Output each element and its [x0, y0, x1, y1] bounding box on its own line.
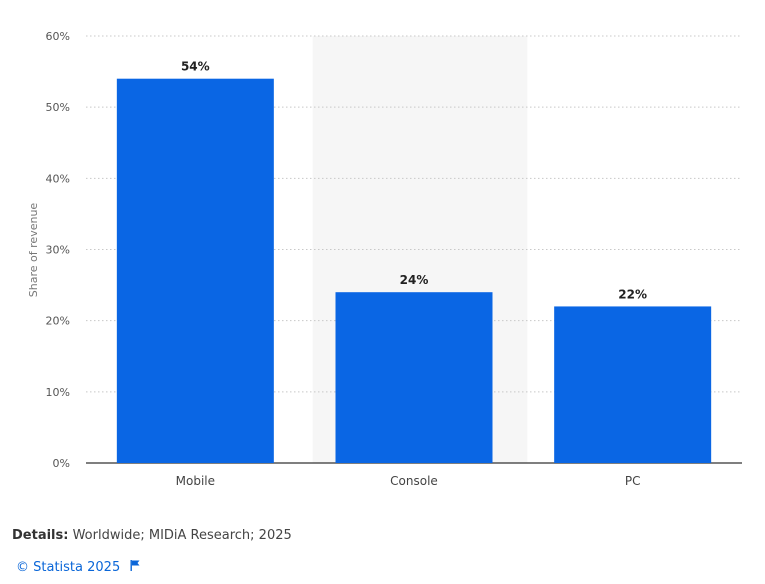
data-label: 54%: [181, 60, 210, 74]
statista-credit[interactable]: © Statista 2025: [16, 560, 140, 575]
bar-pc[interactable]: [554, 306, 712, 463]
y-axis-title: Share of revenue: [27, 203, 40, 298]
flag-icon[interactable]: [130, 560, 140, 575]
bar-mobile[interactable]: [116, 78, 274, 463]
y-tick-label: 10%: [46, 386, 70, 399]
y-tick-label: 30%: [46, 244, 70, 257]
bar-chart: 0% 10% 20% 30% 40% 50% 60% 54% Mobile 24% Console 2…: [27, 30, 742, 488]
x-tick-label: PC: [625, 474, 641, 488]
y-tick-label: 50%: [46, 101, 70, 114]
x-tick-label: Mobile: [176, 474, 215, 488]
bar-console[interactable]: [335, 292, 493, 463]
y-tick-label: 60%: [46, 30, 70, 43]
y-tick-label: 0%: [53, 457, 70, 470]
data-label: 24%: [400, 273, 429, 287]
details-text: Worldwide; MIDiA Research; 2025: [68, 528, 292, 543]
data-label: 22%: [618, 287, 647, 301]
details-note: Details: Worldwide; MIDiA Research; 2025: [12, 528, 292, 543]
details-label: Details:: [12, 528, 69, 543]
credit-text[interactable]: © Statista 2025: [16, 560, 121, 575]
y-tick-label: 40%: [46, 172, 70, 185]
x-tick-label: Console: [390, 474, 438, 488]
y-tick-label: 20%: [46, 315, 70, 328]
